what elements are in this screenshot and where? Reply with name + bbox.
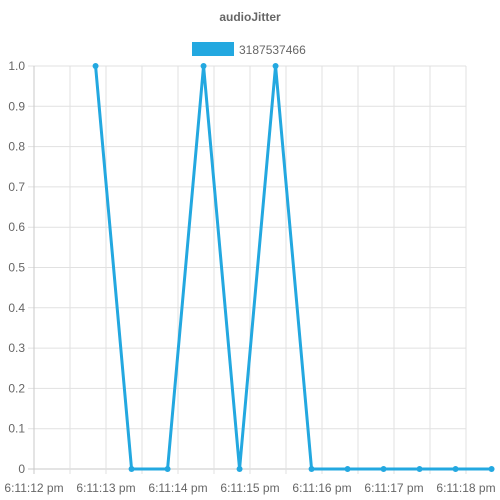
y-tick-label: 0.2 <box>8 381 25 395</box>
y-tick-label: 0.9 <box>8 99 25 113</box>
data-point[interactable] <box>200 63 207 69</box>
x-tick-label: 6:11:12 pm <box>4 481 63 495</box>
data-point[interactable] <box>488 466 495 472</box>
x-tick-label: 6:11:16 pm <box>292 481 351 495</box>
legend[interactable]: 3187537466 <box>192 42 306 57</box>
axes: 0 0.1 0.2 0.3 0.4 0.5 0.6 0.7 0.8 0.9 1.0 6:11:12 p… <box>4 59 495 495</box>
data-point[interactable] <box>308 466 315 472</box>
data-point[interactable] <box>452 466 459 472</box>
y-tick-label: 0.7 <box>8 180 25 194</box>
grid <box>28 65 467 474</box>
y-tick-label: 0.8 <box>8 140 25 154</box>
y-tick-label: 0.6 <box>8 220 25 234</box>
data-point[interactable] <box>128 466 135 472</box>
y-tick-label: 0.3 <box>8 341 25 355</box>
y-tick-label: 0 <box>18 462 25 476</box>
x-tick-label: 6:11:14 pm <box>148 481 207 495</box>
data-point[interactable] <box>272 63 279 69</box>
x-tick-label: 6:11:15 pm <box>220 481 279 495</box>
y-tick-label: 0.1 <box>8 422 25 436</box>
data-point[interactable] <box>164 466 171 472</box>
y-tick-label: 0.4 <box>8 301 25 315</box>
x-tick-label: 6:11:13 pm <box>76 481 135 495</box>
y-tick-label: 1.0 <box>8 59 25 73</box>
x-tick-label: 6:11:17 pm <box>364 481 423 495</box>
legend-swatch[interactable] <box>192 42 234 56</box>
chart-title: audioJitter <box>219 10 281 24</box>
series-line <box>94 65 492 471</box>
y-tick-label: 0.5 <box>8 261 25 275</box>
data-point[interactable] <box>236 466 243 472</box>
data-point[interactable] <box>416 466 423 472</box>
legend-label[interactable]: 3187537466 <box>239 43 306 57</box>
data-point[interactable] <box>92 63 99 69</box>
x-tick-label: 6:11:18 pm <box>436 481 495 495</box>
data-point[interactable] <box>344 466 351 472</box>
series <box>92 63 495 472</box>
data-point[interactable] <box>380 466 387 472</box>
